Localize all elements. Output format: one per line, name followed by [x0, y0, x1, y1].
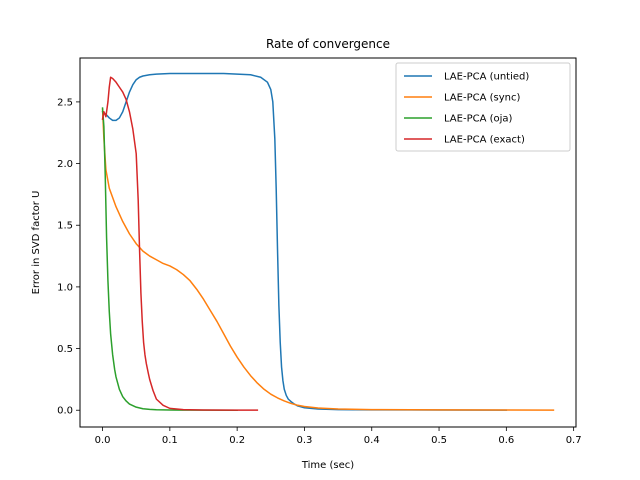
x-ticks: 0.0 0.1 0.2 0.3 0.4 0.5 0.6 0.7 [95, 427, 582, 446]
y-tick-label: 2.5 [57, 97, 73, 108]
y-axis-label: Error in SVD factor U [31, 191, 42, 295]
x-tick-label: 0.1 [162, 435, 178, 446]
series-line-1 [101, 108, 555, 411]
x-tick-label: 0.5 [431, 435, 447, 446]
y-tick-label: 1.5 [57, 221, 73, 232]
series-line-3 [101, 76, 259, 411]
legend-label: LAE-PCA (exact) [444, 135, 525, 146]
x-tick-label: 0.6 [498, 435, 514, 446]
series-line-2 [101, 107, 238, 411]
plot-frame [79, 57, 577, 428]
x-tick-label: 0.4 [364, 435, 380, 446]
x-tick-label: 0.3 [296, 435, 312, 446]
legend: LAE-PCA (untied) LAE-PCA (sync) LAE-PCA (o… [395, 62, 571, 152]
legend-label: LAE-PCA (untied) [444, 72, 529, 83]
legend-label: LAE-PCA (oja) [444, 114, 513, 125]
chart-title: Rate of convergence [266, 37, 390, 51]
y-tick-label: 0.5 [57, 344, 73, 355]
legend-frame [395, 62, 571, 152]
x-axis-label: Time (sec) [301, 460, 354, 471]
legend-label: LAE-PCA (sync) [444, 93, 520, 104]
y-tick-label: 2.0 [57, 159, 73, 170]
x-tick-label: 0.7 [566, 435, 582, 446]
series-layer [101, 72, 555, 411]
y-tick-label: 0.0 [57, 406, 73, 417]
y-tick-label: 1.0 [57, 282, 73, 293]
legend-entries: LAE-PCA (untied) LAE-PCA (sync) LAE-PCA (o… [404, 72, 529, 146]
x-tick-label: 0.2 [229, 435, 245, 446]
y-ticks: 0.0 0.5 1.0 1.5 2.0 2.5 [57, 97, 80, 417]
x-tick-label: 0.0 [95, 435, 111, 446]
